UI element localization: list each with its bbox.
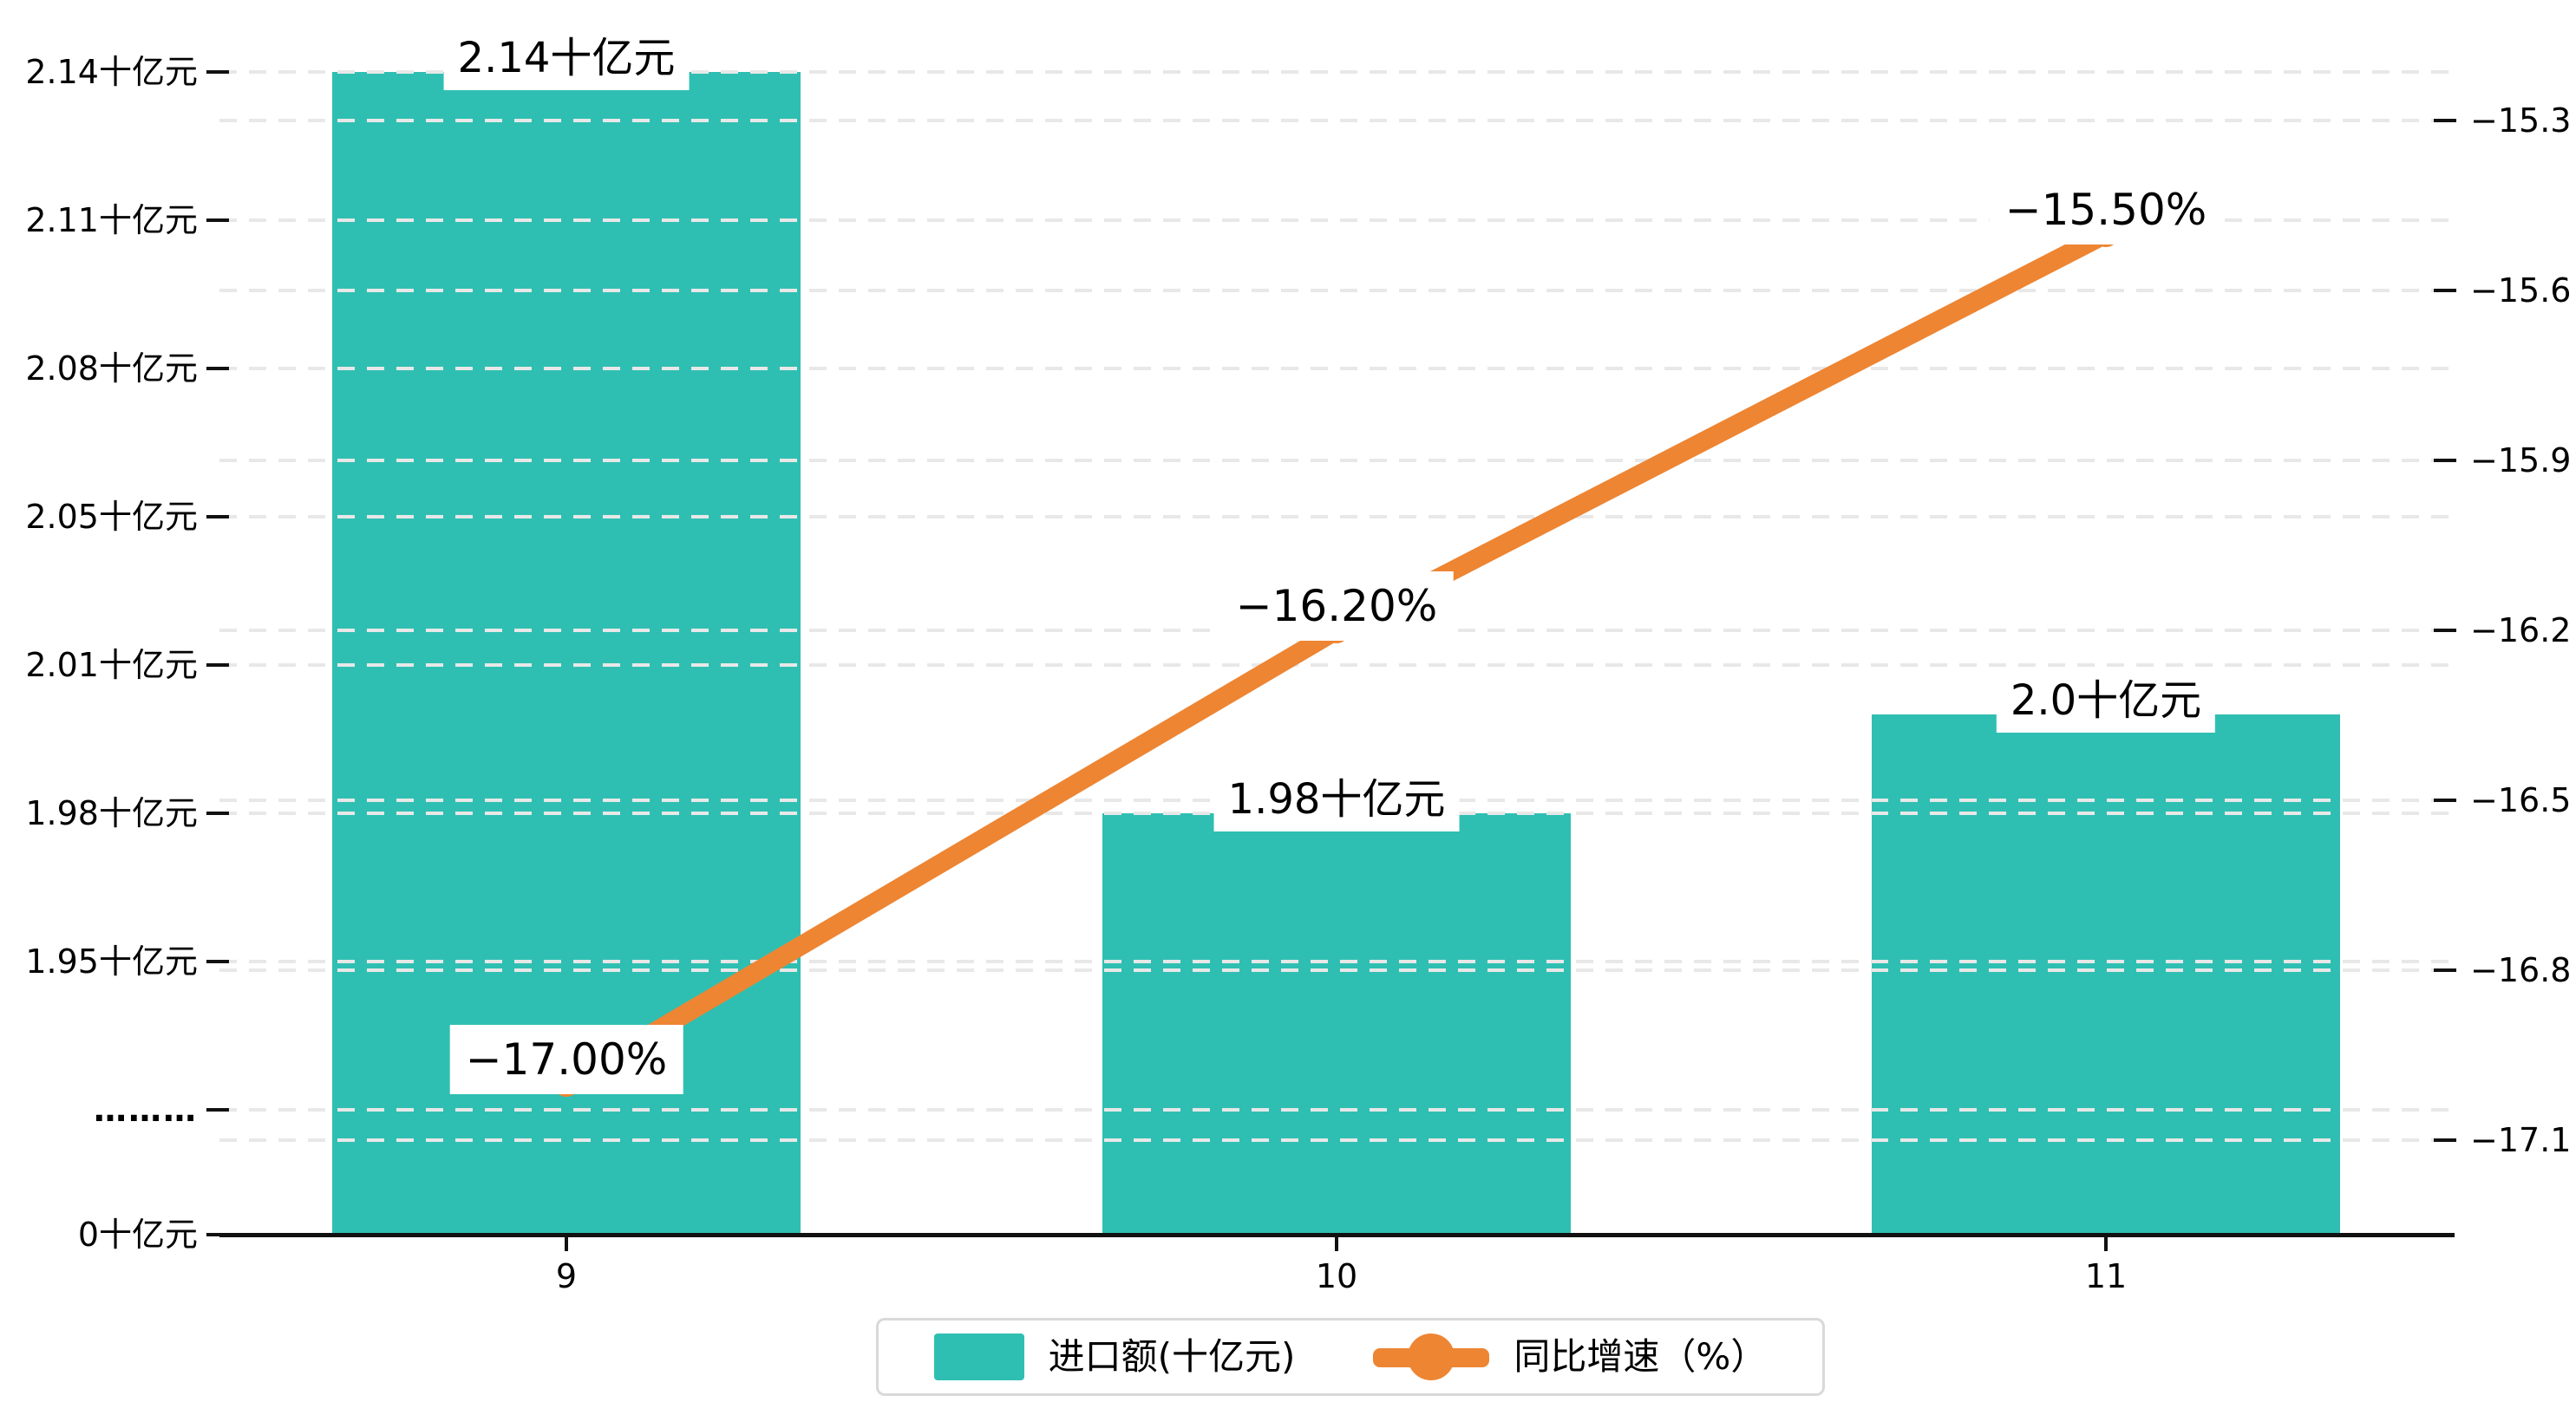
x-axis-label-2: 11: [2084, 1257, 2128, 1295]
right-axis-label-4: −16.5: [2470, 781, 2572, 819]
growth-value-label-11: −15.50%: [1989, 175, 2223, 245]
x-axis-line: [219, 1233, 2455, 1237]
gridline-right-6: [219, 1138, 2455, 1142]
bar-value-label-9: 2.14十亿元: [443, 26, 690, 90]
line-legend-marker-icon: [1373, 1333, 1490, 1380]
gridline-right-2: [219, 459, 2455, 462]
gridline-right-5: [219, 968, 2455, 972]
legend-label-imports: 进口额(十亿元): [1048, 1335, 1296, 1378]
gridline-left-2: [219, 367, 2455, 370]
bar-month-10[interactable]: [1102, 813, 1571, 1235]
left-axis-label-2: 2.08十亿元: [25, 349, 198, 388]
right-axis-tick-2: [2434, 459, 2456, 462]
x-axis-label-0: 9: [555, 1257, 578, 1295]
left-axis-label-1: 2.11十亿元: [25, 201, 198, 239]
left-axis-label-7: ………: [94, 1091, 198, 1129]
gridline-right-1: [219, 289, 2455, 292]
left-axis-label-3: 2.05十亿元: [25, 498, 198, 536]
bar-legend-swatch-icon: [933, 1333, 1024, 1380]
gridline-left-1: [219, 218, 2455, 222]
right-axis-label-3: −16.2: [2470, 611, 2572, 649]
gridline-left-0: [219, 70, 2455, 74]
left-axis-tick-7: [206, 1108, 229, 1112]
right-axis-tick-1: [2434, 289, 2456, 292]
left-axis-tick-0: [206, 70, 229, 74]
left-axis-label-4: 2.01十亿元: [25, 646, 198, 684]
gridline-left-3: [219, 515, 2455, 518]
left-axis-tick-4: [206, 663, 229, 667]
gridline-left-6: [219, 960, 2455, 963]
legend: 进口额(十亿元) 同比增速（%）: [876, 1318, 1825, 1396]
legend-label-growth: 同比增速（%）: [1514, 1335, 1768, 1378]
growth-line[interactable]: [561, 225, 2111, 1092]
right-axis-label-0: −15.3: [2470, 101, 2572, 140]
left-axis-label-0: 2.14十亿元: [25, 53, 198, 91]
left-axis-tick-8: [206, 1233, 229, 1236]
bar-value-label-11: 2.0十亿元: [1996, 668, 2216, 733]
right-axis-tick-3: [2434, 629, 2456, 632]
legend-item-imports[interactable]: 进口额(十亿元): [933, 1333, 1296, 1380]
left-axis-tick-5: [206, 812, 229, 815]
right-axis-label-6: −17.1: [2470, 1121, 2572, 1159]
right-axis-tick-5: [2434, 968, 2456, 972]
gridline-right-0: [219, 119, 2455, 122]
x-axis-tick-2: [2104, 1237, 2108, 1251]
growth-value-label-9: −17.00%: [449, 1025, 683, 1094]
right-axis-tick-6: [2434, 1138, 2456, 1142]
x-axis-tick-1: [1335, 1237, 1338, 1251]
right-axis-label-2: −15.9: [2470, 441, 2572, 479]
legend-item-growth[interactable]: 同比增速（%）: [1373, 1333, 1767, 1380]
x-axis-tick-0: [565, 1237, 568, 1251]
right-axis-label-1: −15.6: [2470, 271, 2572, 310]
gridline-left-7: [219, 1108, 2455, 1112]
right-axis-tick-4: [2434, 799, 2456, 802]
gridline-left-4: [219, 663, 2455, 667]
right-axis-tick-0: [2434, 119, 2456, 122]
left-axis-label-5: 1.98十亿元: [25, 794, 198, 832]
bar-value-label-10: 1.98十亿元: [1213, 767, 1460, 831]
left-axis-label-6: 1.95十亿元: [25, 942, 198, 981]
right-axis-label-5: −16.8: [2470, 951, 2572, 989]
left-axis-tick-2: [206, 367, 229, 370]
left-axis-tick-6: [206, 960, 229, 963]
left-axis-tick-3: [206, 515, 229, 518]
x-axis-label-1: 10: [1315, 1257, 1358, 1295]
left-axis-label-8: 0十亿元: [77, 1216, 198, 1254]
left-axis-tick-1: [206, 218, 229, 222]
growth-value-label-10: −16.20%: [1219, 571, 1454, 641]
